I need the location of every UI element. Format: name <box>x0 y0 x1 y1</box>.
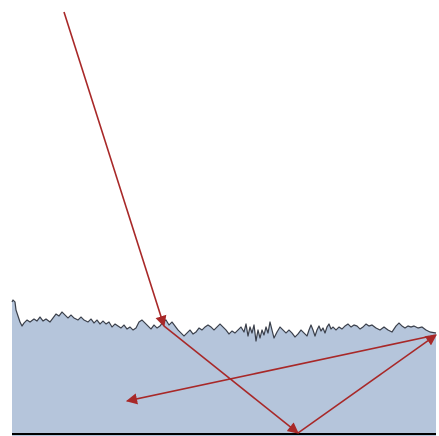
medium-region <box>12 300 436 436</box>
surface-reflected-ray-arrow <box>125 334 437 405</box>
bottom-reflected-ray-arrow <box>297 334 437 434</box>
rough-surface-line <box>11 299 437 342</box>
incident-ray-arrow <box>63 11 167 328</box>
